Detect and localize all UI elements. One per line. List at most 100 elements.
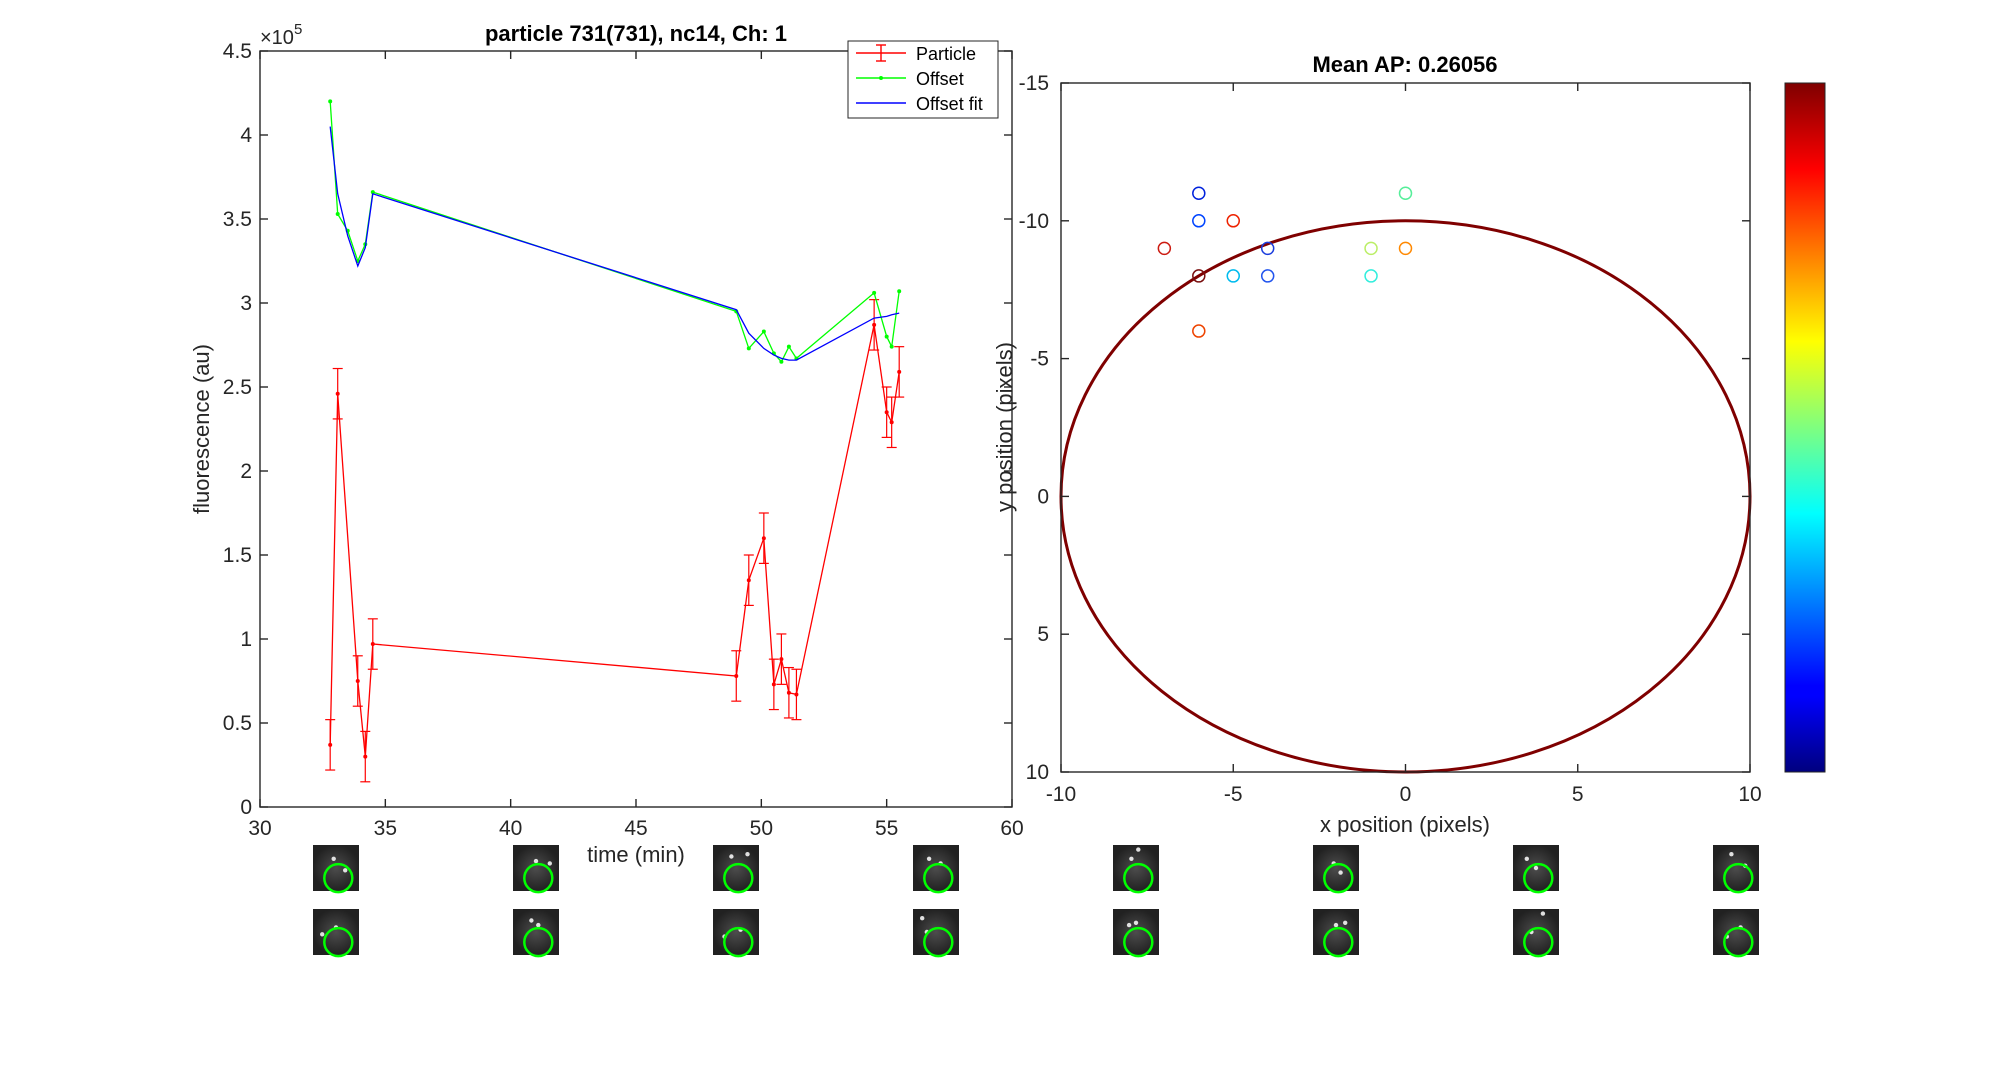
thumbnail (313, 845, 359, 894)
data-point-particle (328, 742, 333, 747)
thumbnail-strip (313, 845, 1759, 958)
position-marker (1192, 324, 1206, 338)
position-marker (1364, 241, 1378, 256)
thumbnail-spot (1136, 847, 1141, 852)
thumbnail-spot (343, 868, 348, 873)
thumbnail (1113, 845, 1159, 894)
plot2-ylabel: y position (pixels) (992, 342, 1017, 512)
x-tick-label: -5 (1224, 783, 1243, 806)
data-point-particle (363, 754, 368, 759)
y-tick-label: 5 (1037, 623, 1049, 646)
y-tick-label: 0.5 (223, 712, 252, 735)
data-point-offset (746, 346, 751, 351)
thumbnail-ring (323, 926, 354, 958)
x-tick-label: 5 (1572, 783, 1584, 806)
data-point-particle (786, 690, 791, 695)
x-tick-label: -10 (1046, 783, 1076, 806)
plot1-title: particle 731(731), nc14, Ch: 1 (485, 21, 787, 46)
y-tick-label: -15 (1019, 72, 1049, 95)
thumbnail (1313, 845, 1359, 894)
plot1-background (260, 51, 1012, 807)
position-marker (1260, 269, 1275, 283)
data-point-particle (355, 679, 360, 683)
plot2-background (1061, 83, 1750, 772)
position-marker (1226, 214, 1240, 228)
y-tick-label: 4.5 (223, 40, 252, 63)
position-marker (1157, 241, 1172, 256)
thumbnail (513, 909, 559, 958)
plot1-axes: 30 35 40 45 50 55 60 0 0.5 1 1.5 2 2.5 3 3.5 4 4.5 (223, 40, 1024, 840)
legend-entry-offset: Offset (856, 69, 964, 89)
plot1-y-exponent: 5 (294, 21, 302, 38)
thumbnail-ring (1123, 926, 1154, 958)
thumbnail-ring (523, 862, 554, 894)
data-point-particle (872, 322, 877, 327)
plot1-y-exponent-base: ×10 (260, 27, 294, 49)
thumbnail-spot (1524, 856, 1530, 861)
data-point-particle (771, 682, 776, 687)
thumbnail-spot (1729, 852, 1734, 857)
legend-label-particle: Particle (916, 44, 976, 64)
y-tick-label: 0 (240, 796, 252, 819)
position-marker (1260, 241, 1275, 256)
thumbnail-spot (1540, 911, 1546, 916)
thumbnail-spot (331, 856, 336, 861)
thumbnail-spot (1338, 870, 1343, 875)
fluorescence-plot: 30 35 40 45 50 55 60 0 0.5 1 1.5 2 2.5 3 3.5 4 4.5 parti… (189, 21, 1024, 867)
data-point-particle (779, 657, 784, 662)
data-point-particle (897, 369, 902, 374)
thumbnail (313, 909, 359, 958)
data-point-particle (335, 391, 340, 396)
thumbnail-spot (529, 918, 534, 923)
data-point-particle (746, 578, 751, 583)
thumbnail (513, 845, 559, 894)
thumbnail-spot (1333, 922, 1339, 928)
data-point-offset (872, 290, 877, 295)
thumbnail-ring (1523, 862, 1554, 894)
series-line-particle (329, 324, 900, 757)
thumbnail-spot (533, 858, 539, 864)
data-point-particle (889, 420, 894, 425)
colorbar (1784, 82, 1826, 773)
thumbnail-spot (536, 922, 541, 928)
thumbnail-ring (923, 926, 954, 958)
plot1-xlabel: time (min) (587, 842, 685, 867)
data-point-offset (328, 99, 333, 104)
position-marker (1192, 214, 1206, 228)
y-tick-label: 2 (240, 460, 252, 483)
thumbnail-ring (323, 862, 354, 894)
y-tick-label: -10 (1019, 210, 1049, 233)
thumbnail (1513, 909, 1559, 958)
data-point-particle (734, 673, 739, 678)
thumbnail (913, 845, 959, 894)
y-tick-label: 1.5 (223, 544, 252, 567)
plot1-ylabel: fluorescence (au) (189, 344, 214, 514)
thumbnail-spot (729, 854, 734, 859)
x-tick-label: 55 (875, 817, 898, 840)
thumbnail-spot (547, 861, 552, 866)
data-point-offset (786, 344, 791, 349)
y-tick-label: 0 (1037, 485, 1049, 508)
y-tick-label: 2.5 (223, 376, 252, 399)
x-tick-label: 40 (499, 817, 522, 840)
thumbnail-ring (1523, 926, 1554, 958)
thumbnail-spot (1533, 865, 1539, 871)
x-tick-label: 0 (1400, 783, 1412, 806)
thumbnail-spot (926, 856, 932, 861)
thumbnail (713, 909, 759, 958)
thumbnail-spot (1343, 920, 1348, 925)
data-point-particle (761, 536, 766, 541)
thumbnail-spot (1133, 920, 1139, 925)
legend-entry-particle: Particle (856, 44, 976, 64)
y-tick-label: 1 (240, 628, 252, 651)
legend-label-offset: Offset (916, 69, 964, 89)
position-marker (1192, 186, 1206, 200)
thumbnail (913, 909, 959, 958)
data-point-particle (794, 692, 799, 697)
x-tick-label: 60 (1000, 817, 1023, 840)
position-marker (1398, 186, 1413, 200)
legend-label-offset-fit: Offset fit (916, 94, 983, 114)
data-point-offset (779, 359, 784, 364)
thumbnail-ring (723, 926, 754, 958)
data-point-offset (884, 334, 889, 339)
